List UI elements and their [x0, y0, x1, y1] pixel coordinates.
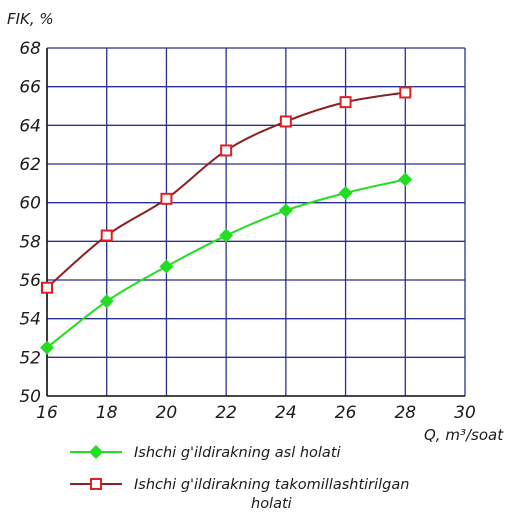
y-tick-label: 68 [19, 39, 41, 59]
x-axis-title: Q, m³/soat [424, 426, 504, 444]
legend-item-improved: Ishchi g'ildirakning takomillashtirilgan… [70, 477, 409, 512]
x-tick-label: 28 [394, 403, 416, 423]
data-point-diamond [159, 259, 174, 274]
x-tick-label: 24 [275, 403, 297, 423]
data-point-square [399, 86, 412, 99]
legend: Ishchi g'ildirakning asl holati Ishchi g… [70, 445, 409, 512]
y-tick-label: 50 [19, 387, 41, 407]
legend-item-original: Ishchi g'ildirakning asl holati [70, 445, 341, 461]
data-point-diamond [99, 294, 114, 309]
data-point-diamond [278, 203, 293, 218]
x-tick-label: 30 [454, 403, 476, 423]
data-point-diamond [338, 186, 353, 200]
y-tick-label: 58 [19, 232, 41, 252]
data-point-square [220, 144, 233, 157]
x-tick-label: 26 [335, 403, 357, 423]
data-point-square [100, 229, 113, 242]
data-point-square [160, 192, 173, 205]
data-point-square [279, 115, 292, 128]
legend-label-improved-line2: holati [251, 496, 292, 512]
data-point-diamond [219, 228, 234, 243]
y-tick-label: 60 [19, 194, 41, 214]
y-tick-label: 62 [19, 155, 41, 175]
data-point-diamond [40, 340, 54, 355]
data-point-square [41, 281, 53, 294]
x-tick-label: 18 [96, 403, 118, 423]
y-tick-label: 56 [19, 271, 41, 291]
y-tick-label: 54 [19, 310, 41, 330]
series [40, 86, 413, 355]
axes [46, 48, 465, 397]
legend-label-original: Ishchi g'ildirakning asl holati [134, 445, 341, 461]
x-tick-label: 22 [215, 403, 237, 423]
tick-labels: 50 52 54 56 58 60 62 64 66 68 16 18 20 22 24 26 28 30 [19, 39, 475, 423]
data-point-square [339, 96, 352, 109]
legend-marker-square [90, 478, 102, 490]
y-axis-title: FIK, % [7, 10, 54, 28]
x-tick-label: 20 [156, 403, 178, 423]
y-tick-label: 66 [19, 78, 41, 98]
x-tick-label: 16 [36, 403, 58, 423]
y-tick-label: 52 [19, 348, 41, 368]
y-tick-label: 64 [19, 116, 41, 136]
legend-label-improved-line1: Ishchi g'ildirakning takomillashtirilgan [134, 477, 409, 493]
data-point-diamond [398, 172, 413, 187]
legend-marker-diamond [89, 445, 103, 459]
